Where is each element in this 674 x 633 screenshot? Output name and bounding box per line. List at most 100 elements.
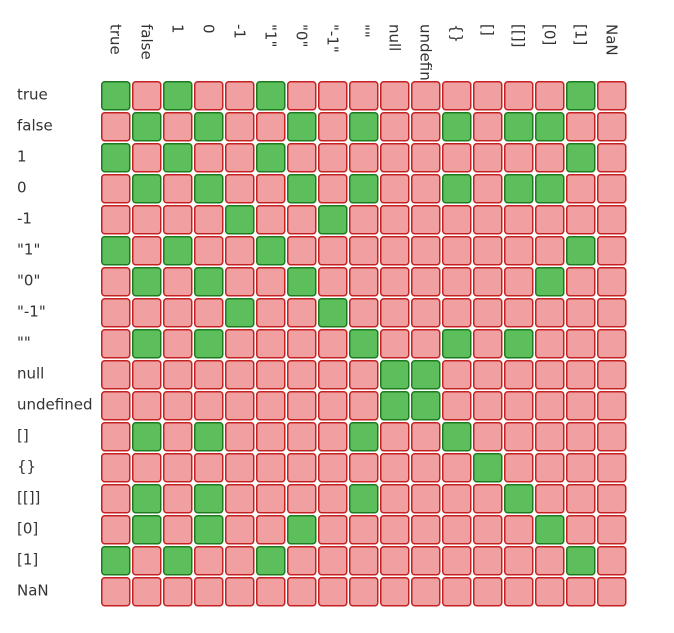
cell-r2-c14-not-equal bbox=[535, 143, 565, 173]
cell-r3-c5-not-equal bbox=[256, 174, 286, 204]
column-label-5: "1" bbox=[262, 24, 280, 47]
cell-r8-c9-not-equal bbox=[380, 329, 410, 359]
column-label-12: [] bbox=[479, 24, 497, 36]
cell-r6-c0-not-equal bbox=[101, 267, 131, 297]
cell-r12-c9-not-equal bbox=[380, 453, 410, 483]
cell-r4-c4-equal bbox=[225, 205, 255, 235]
column-label-8: "" bbox=[355, 24, 373, 38]
cell-r15-c12-not-equal bbox=[473, 546, 503, 576]
cell-r6-c3-equal bbox=[194, 267, 224, 297]
cell-r15-c2-equal bbox=[163, 546, 193, 576]
cell-r15-c5-equal bbox=[256, 546, 286, 576]
cell-r2-c2-equal bbox=[163, 143, 193, 173]
cell-r11-c8-equal bbox=[349, 422, 379, 452]
cell-r11-c15-not-equal bbox=[566, 422, 596, 452]
cell-r13-c2-not-equal bbox=[163, 484, 193, 514]
row-label-1: false bbox=[17, 117, 53, 135]
cell-r10-c10-equal bbox=[411, 391, 441, 421]
cell-r12-c8-not-equal bbox=[349, 453, 379, 483]
matrix-cells bbox=[101, 81, 627, 607]
cell-r3-c1-equal bbox=[132, 174, 162, 204]
cell-r6-c15-not-equal bbox=[566, 267, 596, 297]
cell-r10-c0-not-equal bbox=[101, 391, 131, 421]
cell-r14-c3-equal bbox=[194, 515, 224, 545]
cell-r12-c12-equal bbox=[473, 453, 503, 483]
cell-r13-c13-equal bbox=[504, 484, 534, 514]
cell-r3-c4-not-equal bbox=[225, 174, 255, 204]
cell-r0-c5-equal bbox=[256, 81, 286, 111]
cell-r15-c7-not-equal bbox=[318, 546, 348, 576]
cell-r6-c11-not-equal bbox=[442, 267, 472, 297]
cell-r5-c16-not-equal bbox=[597, 236, 627, 266]
row-label-5: "1" bbox=[17, 241, 40, 259]
cell-r14-c12-not-equal bbox=[473, 515, 503, 545]
cell-r16-c5-not-equal bbox=[256, 577, 286, 607]
cell-r0-c8-not-equal bbox=[349, 81, 379, 111]
cell-r8-c15-not-equal bbox=[566, 329, 596, 359]
cell-r2-c6-not-equal bbox=[287, 143, 317, 173]
cell-r8-c0-not-equal bbox=[101, 329, 131, 359]
column-label-3: 0 bbox=[200, 24, 218, 34]
cell-r14-c7-not-equal bbox=[318, 515, 348, 545]
cell-r16-c6-not-equal bbox=[287, 577, 317, 607]
cell-r15-c9-not-equal bbox=[380, 546, 410, 576]
cell-r2-c5-equal bbox=[256, 143, 286, 173]
column-label-11: {} bbox=[448, 24, 466, 43]
cell-r14-c8-not-equal bbox=[349, 515, 379, 545]
cell-r3-c16-not-equal bbox=[597, 174, 627, 204]
cell-r5-c2-equal bbox=[163, 236, 193, 266]
cell-r12-c6-not-equal bbox=[287, 453, 317, 483]
cell-r12-c5-not-equal bbox=[256, 453, 286, 483]
cell-r4-c14-not-equal bbox=[535, 205, 565, 235]
column-label-0: true bbox=[107, 24, 125, 55]
cell-r3-c12-not-equal bbox=[473, 174, 503, 204]
cell-r7-c12-not-equal bbox=[473, 298, 503, 328]
cell-r16-c9-not-equal bbox=[380, 577, 410, 607]
cell-r9-c14-not-equal bbox=[535, 360, 565, 390]
cell-r13-c11-not-equal bbox=[442, 484, 472, 514]
cell-r4-c6-not-equal bbox=[287, 205, 317, 235]
cell-r13-c10-not-equal bbox=[411, 484, 441, 514]
cell-r4-c2-not-equal bbox=[163, 205, 193, 235]
cell-r14-c9-not-equal bbox=[380, 515, 410, 545]
cell-r5-c14-not-equal bbox=[535, 236, 565, 266]
cell-r2-c13-not-equal bbox=[504, 143, 534, 173]
cell-r9-c4-not-equal bbox=[225, 360, 255, 390]
row-label-4: -1 bbox=[17, 210, 32, 228]
cell-r5-c3-not-equal bbox=[194, 236, 224, 266]
cell-r9-c9-equal bbox=[380, 360, 410, 390]
cell-r5-c8-not-equal bbox=[349, 236, 379, 266]
cell-r7-c16-not-equal bbox=[597, 298, 627, 328]
cell-r15-c14-not-equal bbox=[535, 546, 565, 576]
cell-r9-c7-not-equal bbox=[318, 360, 348, 390]
cell-r7-c10-not-equal bbox=[411, 298, 441, 328]
cell-r6-c13-not-equal bbox=[504, 267, 534, 297]
cell-r8-c3-equal bbox=[194, 329, 224, 359]
cell-r15-c8-not-equal bbox=[349, 546, 379, 576]
cell-r5-c11-not-equal bbox=[442, 236, 472, 266]
cell-r0-c15-equal bbox=[566, 81, 596, 111]
cell-r0-c10-not-equal bbox=[411, 81, 441, 111]
cell-r5-c7-not-equal bbox=[318, 236, 348, 266]
cell-r2-c8-not-equal bbox=[349, 143, 379, 173]
cell-r2-c9-not-equal bbox=[380, 143, 410, 173]
cell-r2-c0-equal bbox=[101, 143, 131, 173]
cell-r6-c12-not-equal bbox=[473, 267, 503, 297]
cell-r14-c14-equal bbox=[535, 515, 565, 545]
cell-r8-c5-not-equal bbox=[256, 329, 286, 359]
row-label-2: 1 bbox=[17, 148, 27, 166]
cell-r12-c10-not-equal bbox=[411, 453, 441, 483]
cell-r12-c14-not-equal bbox=[535, 453, 565, 483]
cell-r10-c13-not-equal bbox=[504, 391, 534, 421]
column-label-2: 1 bbox=[169, 24, 187, 34]
cell-r1-c15-not-equal bbox=[566, 112, 596, 142]
cell-r7-c1-not-equal bbox=[132, 298, 162, 328]
cell-r1-c1-equal bbox=[132, 112, 162, 142]
cell-r1-c11-equal bbox=[442, 112, 472, 142]
cell-r12-c3-not-equal bbox=[194, 453, 224, 483]
cell-r16-c16-not-equal bbox=[597, 577, 627, 607]
column-label-10: undefined bbox=[417, 24, 435, 99]
cell-r7-c15-not-equal bbox=[566, 298, 596, 328]
cell-r5-c1-not-equal bbox=[132, 236, 162, 266]
cell-r0-c1-not-equal bbox=[132, 81, 162, 111]
